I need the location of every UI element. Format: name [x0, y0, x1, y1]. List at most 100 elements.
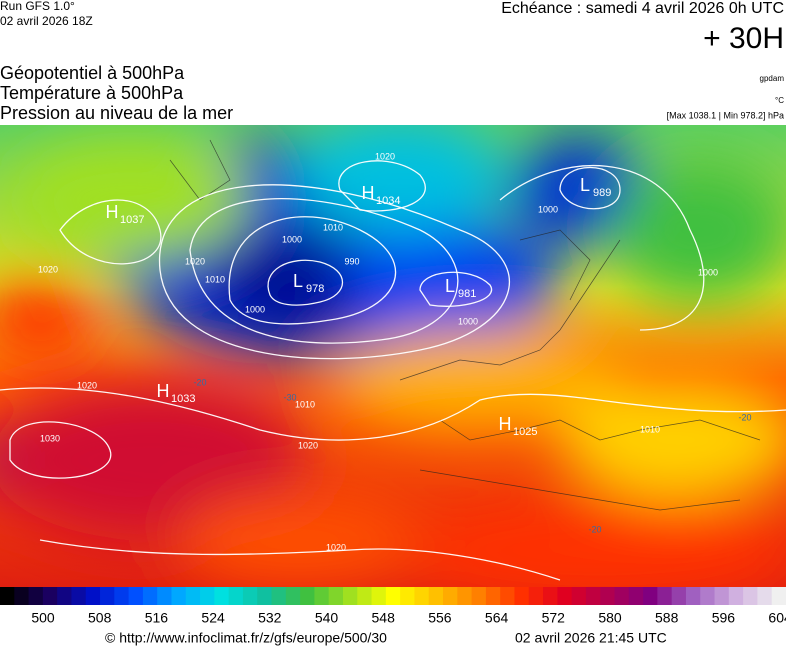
center-letter: H: [157, 381, 170, 401]
isobar-label: 1010: [205, 274, 225, 284]
colorbar-swatch: [771, 587, 786, 605]
colorbar-label: 580: [598, 610, 622, 626]
isobar-label: 1020: [185, 256, 205, 266]
colorbar-swatch: [142, 587, 158, 605]
colorbar-swatch: [114, 587, 130, 605]
colorbar-swatch: [514, 587, 530, 605]
colorbar-label: 540: [315, 610, 339, 626]
center-value: 989: [593, 187, 611, 199]
colorbar-swatch: [57, 587, 72, 605]
colorbar-swatch: [85, 587, 101, 605]
unit: °C: [775, 96, 784, 105]
isobar-label: 1030: [40, 433, 60, 443]
colorbar-swatch: [171, 587, 187, 605]
colorbar-swatch: [671, 587, 687, 605]
colorbar-swatch: [457, 587, 473, 605]
center-letter: L: [580, 175, 590, 195]
colorbar-swatch: [443, 587, 458, 605]
colorbar-label: 548: [372, 610, 396, 626]
colorbar-swatch: [585, 587, 601, 605]
isobar-label: 1020: [77, 380, 97, 390]
run: Run GFS 1.0°: [0, 0, 75, 13]
colorbar-swatch: [728, 587, 744, 605]
colorbar-label: 564: [485, 610, 509, 626]
colorbar-swatch: [0, 587, 15, 605]
colorbar-swatch: [328, 587, 344, 605]
center-value: 981: [458, 288, 476, 300]
isobar-label: 1000: [698, 267, 718, 277]
isobar-label: 1020: [38, 264, 58, 274]
isobar-label: 1000: [282, 234, 302, 244]
generated: 02 avril 2026 21:45 UTC: [515, 630, 667, 646]
run-date: 02 avril 2026 18Z: [0, 14, 93, 28]
colorbar-swatch: [685, 587, 701, 605]
center-letter: H: [499, 414, 512, 434]
echeance: Echéance : samedi 4 avril 2026 0h UTC: [501, 0, 784, 17]
center-letter: H: [362, 183, 375, 203]
colorbar-swatch: [700, 587, 716, 605]
isobar-label: 1020: [375, 151, 395, 161]
colorbar-swatch: [28, 587, 44, 605]
isobar-label: 1020: [326, 542, 346, 552]
field: Température à 500hPa: [0, 83, 184, 103]
colorbar-swatch: [214, 587, 230, 605]
isobar-label: 1010: [295, 399, 315, 409]
colorbar-swatch: [385, 587, 401, 605]
isobar-label: 1000: [458, 316, 478, 326]
temperature-label: -20: [738, 412, 751, 422]
colorbar-label: 572: [542, 610, 566, 626]
source: © http://www.infoclimat.fr/z/gfs/europe/…: [105, 630, 387, 646]
colorbar-label: 532: [258, 610, 282, 626]
colorbar-swatch: [128, 587, 144, 605]
colorbar-swatch: [257, 587, 273, 605]
center-value: 1033: [171, 393, 195, 405]
colorbar-swatch: [471, 587, 487, 605]
center-letter: L: [445, 276, 455, 296]
temperature-label: -20: [193, 377, 206, 387]
isobar-label: 1000: [538, 204, 558, 214]
colorbar-swatch: [371, 587, 387, 605]
colorbar-swatch: [342, 587, 358, 605]
map: [0, 125, 786, 587]
colorbar-swatch: [485, 587, 501, 605]
colorbar-swatch: [14, 587, 30, 605]
colorbar-label: 500: [31, 610, 55, 626]
colorbar-swatch: [414, 587, 430, 605]
colorbar-label: 588: [655, 610, 679, 626]
colorbar-swatch: [757, 587, 773, 605]
colorbar-swatch: [285, 587, 301, 605]
colorbar-label: 596: [712, 610, 736, 626]
isobar-label: 1000: [245, 304, 265, 314]
temperature-label: -20: [588, 524, 601, 534]
colorbar-swatch: [100, 587, 115, 605]
temperature-label: -30: [283, 392, 296, 402]
center-value: 1034: [376, 195, 400, 207]
colorbar-swatch: [400, 587, 415, 605]
colorbar-swatch: [185, 587, 201, 605]
colorbar-label: 516: [145, 610, 169, 626]
colorbar-swatch: [71, 587, 87, 605]
colorbar-label: 524: [201, 610, 225, 626]
isobar-label: 990: [344, 256, 359, 266]
center-value: 978: [306, 283, 324, 295]
colorbar-swatch: [643, 587, 658, 605]
colorbar-swatch: [557, 587, 573, 605]
colorbar-swatch: [314, 587, 330, 605]
colorbar-swatch: [571, 587, 587, 605]
center-value: 1037: [120, 214, 144, 226]
colorbar-swatch: [228, 587, 244, 605]
unit: gpdam: [760, 74, 785, 83]
colorbar-swatch: [428, 587, 444, 605]
center-value: 1025: [513, 426, 537, 438]
isobar-label: 1010: [640, 424, 660, 434]
colorbar-swatch: [242, 587, 258, 605]
colorbar-swatch: [543, 587, 558, 605]
colorbar-swatch: [614, 587, 630, 605]
colorbar-swatch: [528, 587, 544, 605]
colorbar-swatch: [157, 587, 172, 605]
colorbar-swatch: [357, 587, 373, 605]
center-letter: H: [106, 202, 119, 222]
isobar-label: 1020: [298, 440, 318, 450]
center-letter: L: [293, 271, 303, 291]
